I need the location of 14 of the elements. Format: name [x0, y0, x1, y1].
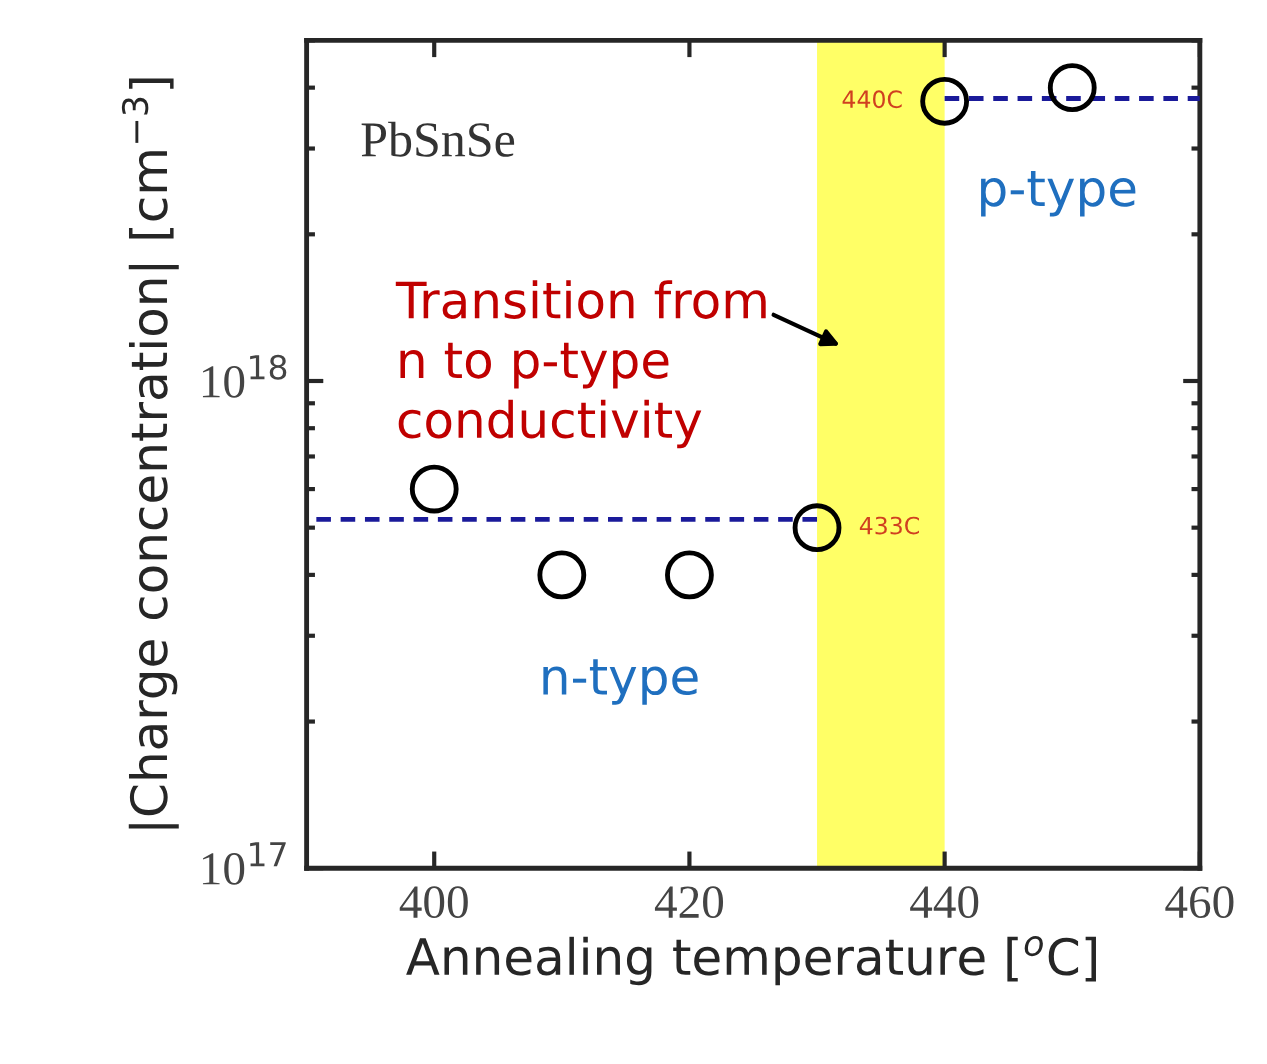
annotation: n-type [543, 659, 698, 705]
x-tick-label: 400 [399, 886, 468, 919]
annotation: 440C [842, 90, 902, 109]
y-tick-label: 10$^{17}$ [202, 842, 286, 885]
y-axis-title: |Charge concentration| [cm$^{−3}$] [121, 78, 179, 829]
x-tick-label: 460 [1165, 886, 1234, 919]
x-tick-label: 440 [910, 886, 979, 919]
x-tick-label: 420 [654, 886, 724, 919]
annotation: PbSnSe [361, 121, 515, 157]
y-tick-label: 10$^{18}$ [202, 354, 287, 398]
annotation: Transition from n to p-type conductivity [395, 280, 766, 449]
annotation: 433C [859, 516, 919, 535]
x-axis-title: Annealing temperature [$^{o}$C] [406, 936, 1096, 986]
annotation: p-type [981, 170, 1136, 217]
